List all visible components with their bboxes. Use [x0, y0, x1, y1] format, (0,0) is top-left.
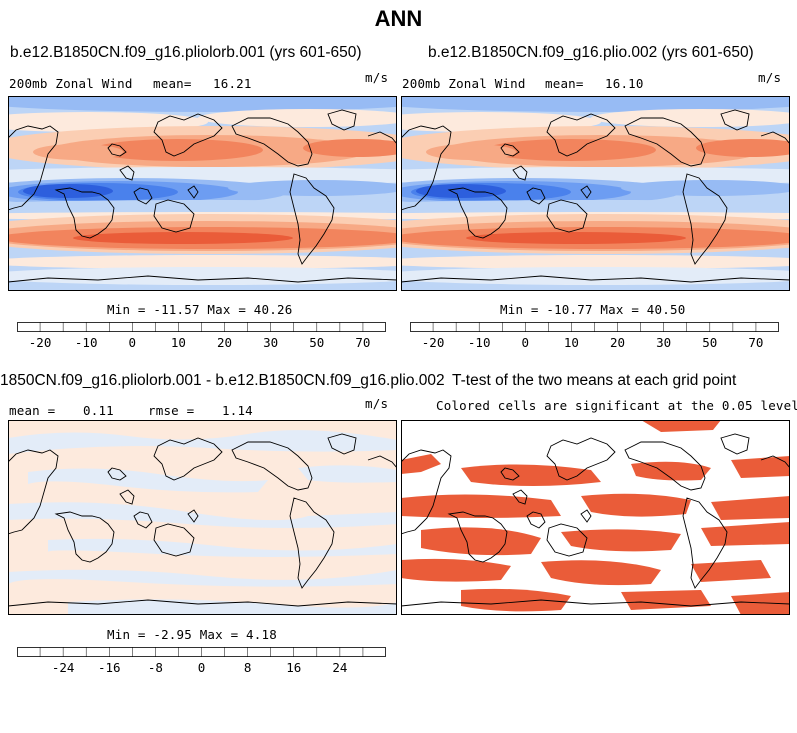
colorbar-1-tick-label: -20: [29, 335, 52, 350]
colorbar-2-tick-label: 10: [564, 335, 579, 350]
panel-3-mean-value: 0.11: [83, 403, 114, 418]
panel-3-map: [8, 420, 397, 615]
colorbar-1-tick-label: 10: [171, 335, 186, 350]
colorbar-panel-2: -20 -10 0 10 20 30 50 70: [410, 322, 779, 350]
panel-2-mean-value: 16.10: [605, 76, 644, 91]
colorbar-panel-1: -20 -10 0 10 20 30 50 70: [17, 322, 386, 350]
panel-1-variable: 200mb Zonal Wind: [9, 76, 133, 91]
colorbar-1-tick-label: 0: [129, 335, 137, 350]
colorbar-1-tick-label: 20: [217, 335, 232, 350]
colorbar-3-tick-label: 16: [286, 660, 301, 675]
panel-1-units: m/s: [365, 70, 389, 85]
panel-2-map: [401, 96, 790, 291]
panel-2-minmax: Min = -10.77 Max = 40.50: [500, 302, 686, 317]
panel-3-minmax: Min = -2.95 Max = 4.18: [107, 627, 277, 642]
panel-2-units: m/s: [758, 70, 782, 85]
colorbar-3-tick-label: 0: [198, 660, 206, 675]
panel-3-title: 1850CN.f09_g16.pliolorb.001 - b.e12.B185…: [0, 372, 445, 389]
colorbar-2-tick-label: 20: [610, 335, 625, 350]
panel-1-mean-label: mean=: [153, 76, 192, 91]
colorbar-3-tick-label: -24: [52, 660, 75, 675]
panel-3-mean-label: mean =: [9, 403, 56, 418]
colorbar-2-tick-label: 50: [702, 335, 717, 350]
main-title: ANN: [374, 6, 423, 31]
panel-4-subtitle: Colored cells are significant at the 0.0…: [436, 398, 797, 413]
panel-2-mean-label: mean=: [545, 76, 584, 91]
panel-3-rmse-value: 1.14: [222, 403, 253, 418]
colorbar-2-tick-label: 30: [656, 335, 671, 350]
panel-2-variable: 200mb Zonal Wind: [402, 76, 526, 91]
colorbar-2-tick-label: -20: [422, 335, 445, 350]
colorbar-3-tick-label: 8: [244, 660, 252, 675]
colorbar-1-tick-label: 50: [309, 335, 324, 350]
panel-1-map: [8, 96, 397, 291]
colorbar-3-tick-label: -16: [98, 660, 121, 675]
panel-4-map: [401, 420, 790, 615]
colorbar-2-tick-label: 0: [522, 335, 530, 350]
panel-2-title: b.e12.B1850CN.f09_g16.plio.002 (yrs 601-…: [428, 44, 754, 61]
colorbar-1-tick-label: 30: [263, 335, 278, 350]
colorbar-2-tick-label: 70: [748, 335, 763, 350]
panel-4-title: T-test of the two means at each grid poi…: [452, 372, 737, 389]
colorbar-1-tick-label: 70: [355, 335, 370, 350]
colorbar-1-tick-label: -10: [75, 335, 98, 350]
panel-3-units: m/s: [365, 396, 389, 411]
panel-1-minmax: Min = -11.57 Max = 40.26: [107, 302, 293, 317]
colorbar-3-tick-label: -8: [148, 660, 163, 675]
colorbar-panel-3: -24 -16 -8 0 8 16 24: [17, 647, 386, 675]
colorbar-3-tick-label: 24: [332, 660, 347, 675]
panel-1-mean-value: 16.21: [213, 76, 252, 91]
panel-3-rmse-label: rmse =: [148, 403, 195, 418]
panel-1-title: b.e12.B1850CN.f09_g16.pliolorb.001 (yrs …: [10, 44, 362, 61]
colorbar-2-tick-label: -10: [468, 335, 491, 350]
